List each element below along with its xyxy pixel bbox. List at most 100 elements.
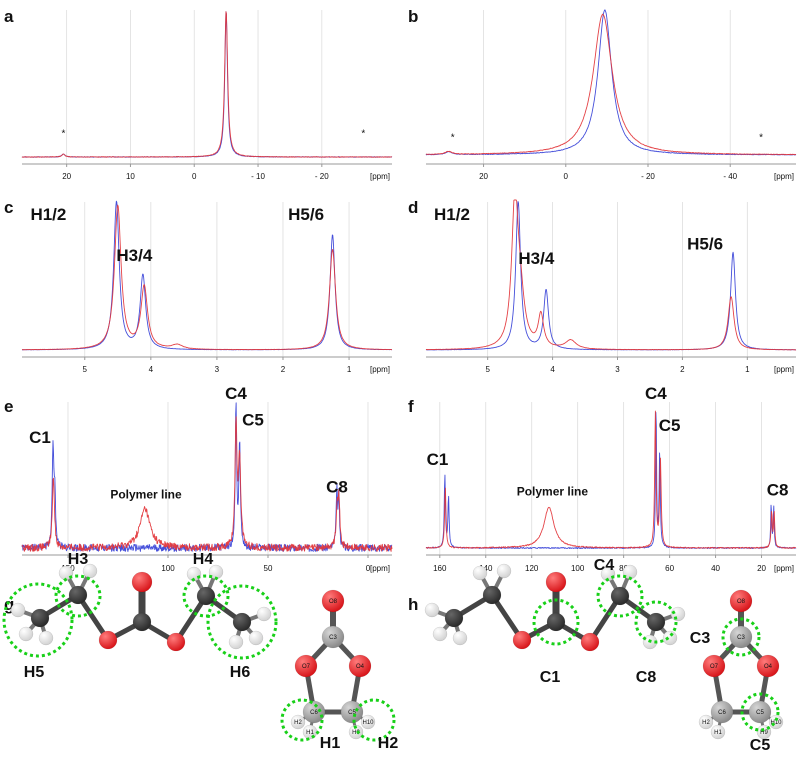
g-chain-bond-6 [173, 593, 209, 645]
tick-label-d-4: 1 [745, 365, 750, 374]
h-highlight-c1 [532, 598, 580, 646]
series-d-red [425, 199, 797, 351]
tick-label-e-2: 50 [264, 564, 273, 573]
g-label-h6: H6 [230, 664, 251, 681]
h-label-c5: C5 [750, 737, 771, 754]
series-f-red [425, 410, 797, 549]
h-chain-hydrogen-atom-8 [662, 630, 678, 646]
series-b-red [425, 13, 797, 156]
g-ring-label-o8: O8 [329, 599, 338, 605]
g-ring-label-c5: C5 [348, 710, 356, 716]
h-ring-o8 [729, 589, 753, 613]
g-chain-carbon-atom-4 [196, 586, 216, 606]
annotation-c-1: H3/4 [116, 246, 152, 265]
g-ring-hydrogen-0 [290, 714, 306, 730]
h-highlight-c8 [634, 600, 678, 644]
series-a-blue [21, 11, 393, 158]
h-chain-carbon-atom-1 [444, 608, 464, 628]
annotation-f-1: Polymer line [517, 484, 589, 498]
g-ring-h-label-2: H9 [352, 730, 360, 736]
tick-label-b-0: 20 [479, 172, 488, 181]
axis-unit-a: [ppm] [370, 172, 390, 181]
h-ring-label-o8: O8 [737, 599, 746, 605]
axis-unit-c: [ppm] [370, 365, 390, 374]
g-chain-carbon-atom-3 [132, 612, 152, 632]
h-ring-o7 [702, 654, 726, 678]
g-ring-o8 [321, 589, 345, 613]
g-highlight-h1 [280, 698, 324, 742]
axis-unit-d: [ppm] [774, 365, 794, 374]
g-chain-carbon-atom-1 [30, 608, 50, 628]
axis-unit-f: [ppm] [774, 564, 794, 573]
series-c-red [21, 204, 393, 351]
series-e-red [21, 416, 393, 552]
annotation-f-3: C5 [659, 416, 681, 435]
annotation-e-4: C8 [326, 478, 348, 497]
series-c-blue [21, 200, 393, 351]
h-ring-c6 [710, 700, 734, 724]
g-ring-h-label-3: H10 [362, 720, 374, 726]
h-chain-carbon-atom-2 [482, 585, 502, 605]
tick-label-b-3: - 40 [723, 172, 737, 181]
tick-label-c-3: 2 [281, 365, 286, 374]
axis-unit-b: [ppm] [774, 172, 794, 181]
h-chain-hydrogen-atom-0 [424, 602, 440, 618]
tick-label-c-1: 4 [149, 365, 154, 374]
h-chain-hydrogen-atom-2 [452, 630, 468, 646]
h-ring-h-label-1: H1 [714, 730, 722, 736]
spectra-group: a20 10 0- 10- 20 [ppm]* *b20 0- 20- 40 [ppm]* *… [4, 7, 797, 573]
h-chain-carbon-atom-4 [610, 586, 630, 606]
annotation-b-0: * [451, 133, 455, 144]
tick-label-f-5: 60 [665, 564, 674, 573]
g-ring-o4 [348, 654, 372, 678]
tick-label-f-0: 160 [433, 564, 447, 573]
g-ring-hydrogen-3 [360, 714, 376, 730]
h-ring-h-label-0: H2 [702, 720, 710, 726]
h-chain-carbon-atom-3 [546, 612, 566, 632]
h-chain-carbon-atom-5 [646, 612, 666, 632]
g-ring-c3 [321, 625, 345, 649]
h-ring-hydrogen-0 [698, 714, 714, 730]
h-ring-hydrogen-1 [710, 724, 726, 740]
h-chain-oxygen-atom-2 [545, 571, 567, 593]
h-ring-h-label-3: H10 [770, 720, 782, 726]
h-chain-hydrogen-atom-1 [432, 626, 448, 642]
g-chain-hydrogen-atom-2 [38, 630, 54, 646]
tick-label-f-1: 140 [479, 564, 493, 573]
h-ring-label-c5: C5 [756, 710, 764, 716]
annotation-f-2: C4 [645, 384, 667, 403]
g-ring-h-label-1: H1 [306, 730, 314, 736]
g-chain-hydrogen-atom-8 [248, 630, 264, 646]
tick-label-a-0: 20 [62, 172, 71, 181]
h-chain-hydrogen-atom-3 [472, 565, 488, 581]
annotation-d-2: H5/6 [687, 234, 723, 253]
annotation-e-2: C4 [225, 384, 247, 403]
spectrum-panel-b: b 20 0 - 20 - 40 [ppm] * * [408, 7, 797, 181]
h-label-c1: C1 [540, 669, 561, 686]
g-highlight-h3 [54, 574, 102, 618]
g-ring-h-label-0: H2 [294, 720, 302, 726]
tick-label-c-2: 3 [215, 365, 220, 374]
tick-label-a-1: 10 [126, 172, 135, 181]
tick-label-e-1: 100 [161, 564, 175, 573]
tick-label-b-1: 0 [564, 172, 569, 181]
panel-label-a: a [4, 7, 14, 26]
h-ring-label-c6: C6 [718, 710, 726, 716]
g-chain-hydrogen-atom-0 [10, 602, 26, 618]
g-chain-oxygen-atom-3 [166, 632, 186, 652]
g-chain-hydrogen-atom-7 [256, 606, 272, 622]
h-label-c4: C4 [594, 557, 615, 574]
h-chain-bond-2 [489, 592, 525, 643]
g-chain-carbon-atom-2 [68, 585, 88, 605]
tick-label-f-6: 40 [711, 564, 720, 573]
g-label-h1: H1 [320, 735, 341, 752]
g-chain-carbon-atom-5 [232, 612, 252, 632]
h-chain-oxygen-atom-1 [512, 630, 532, 650]
h-ring-label-o4: O4 [764, 664, 773, 670]
g-chain-hydrogen-atom-9 [228, 634, 244, 650]
